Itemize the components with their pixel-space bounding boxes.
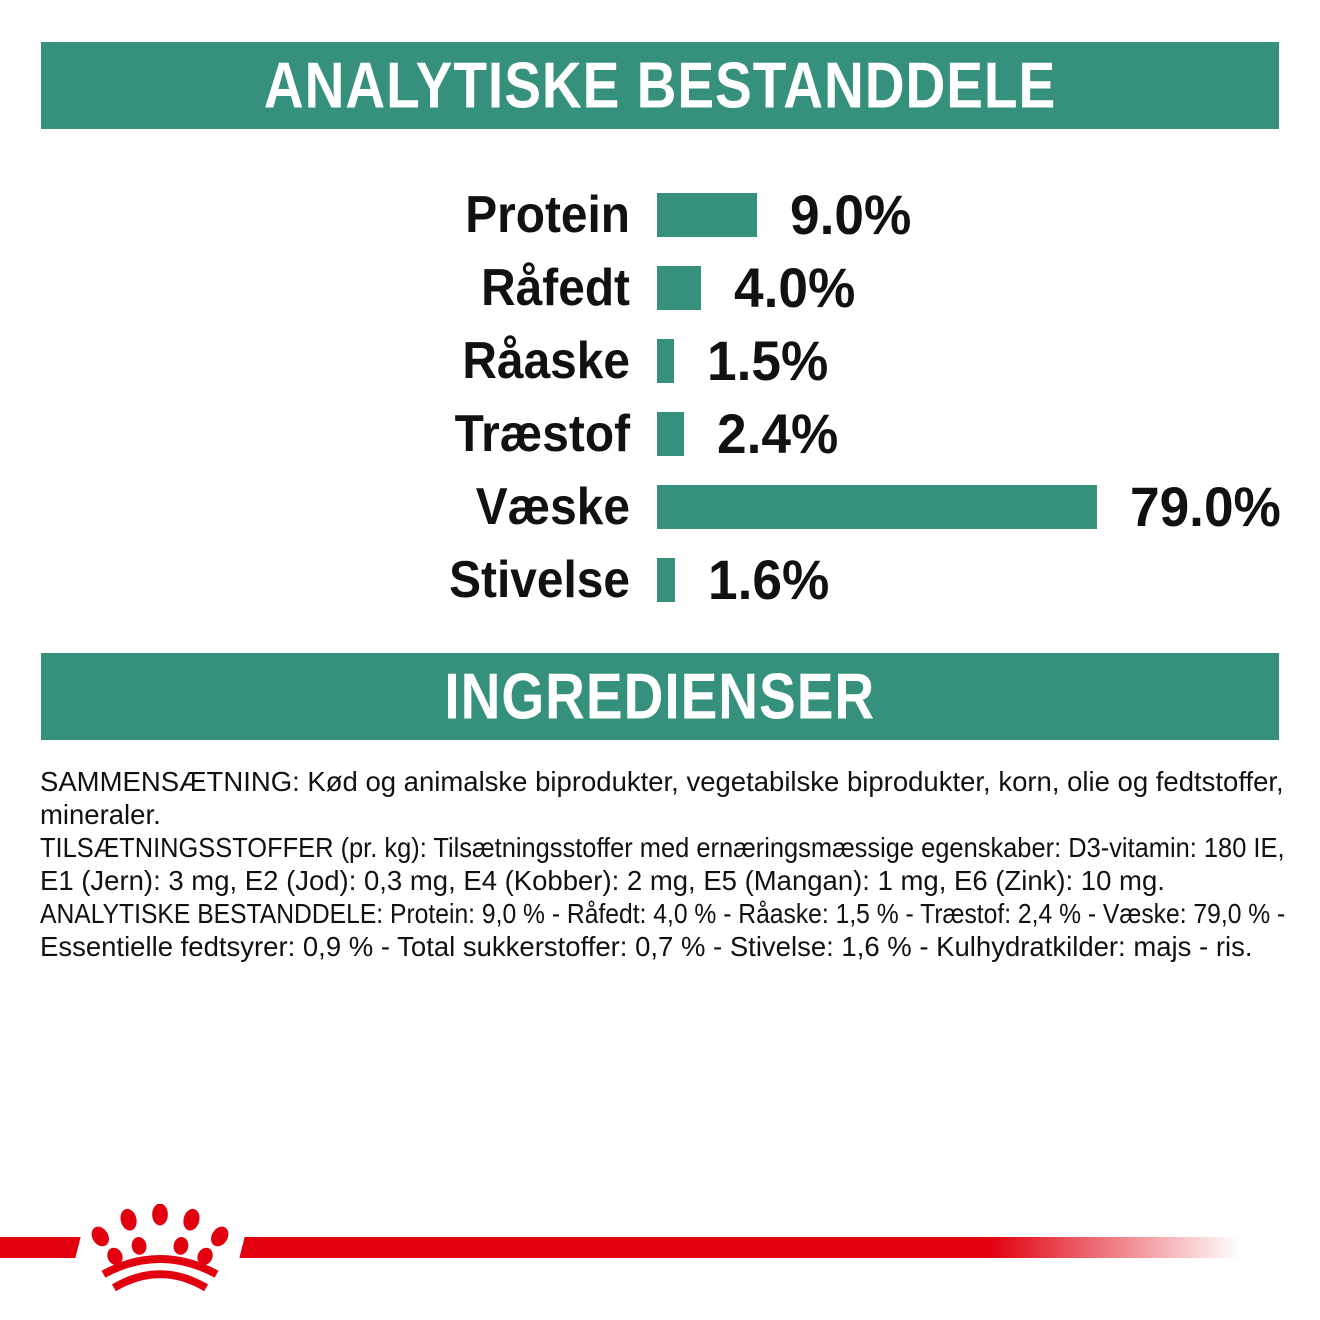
chart-row: Råaske 1.5% bbox=[40, 324, 1289, 397]
chart-bar bbox=[657, 557, 675, 602]
chart-row: Protein 9.0% bbox=[40, 178, 1289, 251]
chart-bar bbox=[657, 192, 757, 237]
analytical-constituents-title: ANALYTISKE BESTANDDELE bbox=[263, 49, 1057, 122]
chart-row: Væske 79.0% bbox=[40, 470, 1289, 543]
ingredients-line: SAMMENSÆTNING: Kød og animalske biproduk… bbox=[40, 766, 1284, 797]
constituents-bar-chart: Protein 9.0% Råfedt 4.0% Råaske 1.5% Træstof 2.… bbox=[40, 178, 1289, 616]
chart-bar bbox=[657, 338, 674, 383]
chart-category-label: Råaske bbox=[462, 331, 630, 390]
chart-row: Stivelse 1.6% bbox=[40, 543, 1289, 616]
royal-canin-crown-icon bbox=[91, 1204, 229, 1292]
chart-value-label: 4.0% bbox=[734, 256, 856, 319]
analytical-constituents-header: ANALYTISKE BESTANDDELE bbox=[41, 42, 1279, 129]
chart-category-label: Stivelse bbox=[449, 550, 630, 609]
ingredients-header: INGREDIENSER bbox=[41, 653, 1279, 740]
chart-value-label: 2.4% bbox=[717, 402, 839, 465]
chart-row: Råfedt 4.0% bbox=[40, 251, 1289, 324]
ingredients-line: ANALYTISKE BESTANDDELE: Protein: 9,0 % -… bbox=[40, 898, 1286, 929]
chart-category-label: Træstof bbox=[454, 404, 630, 463]
chart-bar bbox=[657, 411, 684, 456]
chart-bar bbox=[657, 265, 701, 310]
chart-value-label: 1.5% bbox=[707, 329, 829, 392]
brand-stripe bbox=[0, 1237, 1320, 1258]
ingredients-line: mineraler. bbox=[40, 799, 161, 830]
ingredients-title: INGREDIENSER bbox=[444, 660, 876, 733]
ingredients-line: Essentielle fedtsyrer: 0,9 % - Total suk… bbox=[40, 931, 1253, 962]
ingredients-line: TILSÆTNINGSSTOFFER (pr. kg): Tilsætnings… bbox=[40, 832, 1285, 863]
chart-value-label: 79.0% bbox=[1130, 475, 1281, 538]
chart-row: Træstof 2.4% bbox=[40, 397, 1289, 470]
chart-category-label: Protein bbox=[465, 185, 630, 244]
chart-value-label: 9.0% bbox=[790, 183, 912, 246]
chart-category-label: Væske bbox=[475, 477, 630, 536]
composition-text-block: SAMMENSÆTNING: Kød og animalske biproduk… bbox=[40, 765, 1285, 963]
chart-category-label: Råfedt bbox=[481, 258, 630, 317]
chart-value-label: 1.6% bbox=[708, 548, 830, 611]
ingredients-line: E1 (Jern): 3 mg, E2 (Jod): 0,3 mg, E4 (K… bbox=[40, 865, 1165, 896]
chart-bar bbox=[657, 484, 1097, 529]
